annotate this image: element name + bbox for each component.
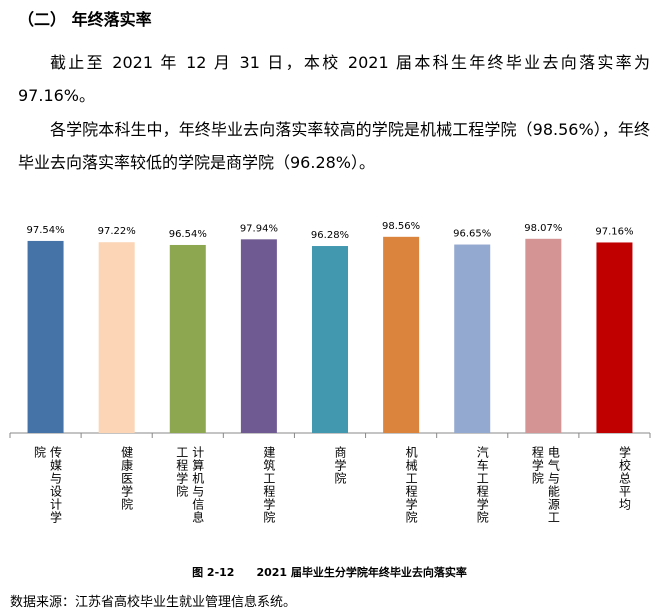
x-tick-label: 商学院 bbox=[333, 446, 347, 485]
x-tick-label: 汽车工程学院 bbox=[475, 446, 490, 524]
x-tick-label: 学校总平均 bbox=[617, 446, 632, 511]
value-label: 97.22% bbox=[98, 226, 136, 237]
bar bbox=[525, 238, 562, 433]
bar bbox=[240, 239, 277, 433]
x-tick-label: 传媒与设计学院 bbox=[32, 446, 63, 524]
caption: 图 2-12 2021 届毕业生分学院年终毕业去向落实率 bbox=[192, 566, 467, 579]
bar bbox=[27, 240, 64, 433]
source: 数据来源：江苏省高校毕业生就业管理信息系统。 bbox=[10, 595, 297, 610]
paragraph: 各学院本科生中，年终毕业去向落实率较高的学院是机械工程学院（98.56%），年终… bbox=[18, 120, 650, 172]
paragraph: 截止至 2021 年 12 月 31 日，本校 2021 届本科生年终毕业去向落… bbox=[18, 53, 650, 105]
bar bbox=[98, 242, 135, 433]
x-tick-label: 机械工程学院 bbox=[404, 446, 419, 524]
value-label: 97.94% bbox=[240, 223, 278, 234]
bar bbox=[383, 236, 420, 433]
bar bbox=[312, 246, 348, 433]
value-label: 96.54% bbox=[169, 229, 207, 240]
value-label: 97.16% bbox=[595, 226, 633, 237]
value-label: 98.07% bbox=[524, 223, 562, 234]
value-label: 96.65% bbox=[453, 229, 491, 240]
x-tick-label: 健康医学院 bbox=[119, 446, 134, 511]
bar bbox=[169, 244, 206, 433]
x-tick-label: 电气与能源工程学院 bbox=[530, 446, 561, 524]
bar bbox=[596, 242, 633, 433]
bar bbox=[454, 244, 491, 433]
value-label: 98.56% bbox=[382, 221, 420, 232]
heading: （二） 年终落实率 bbox=[18, 10, 152, 29]
chart: 97.54% 97.22% 96.54% 97.94% 96.28% 98.56% 96.6… bbox=[9, 221, 651, 438]
value-label: 96.28% bbox=[311, 230, 349, 241]
value-label: 97.54% bbox=[26, 225, 64, 236]
x-tick-label: 建筑工程学院 bbox=[261, 446, 276, 524]
x-tick-label: 计算机与信息工程学院 bbox=[174, 446, 205, 524]
